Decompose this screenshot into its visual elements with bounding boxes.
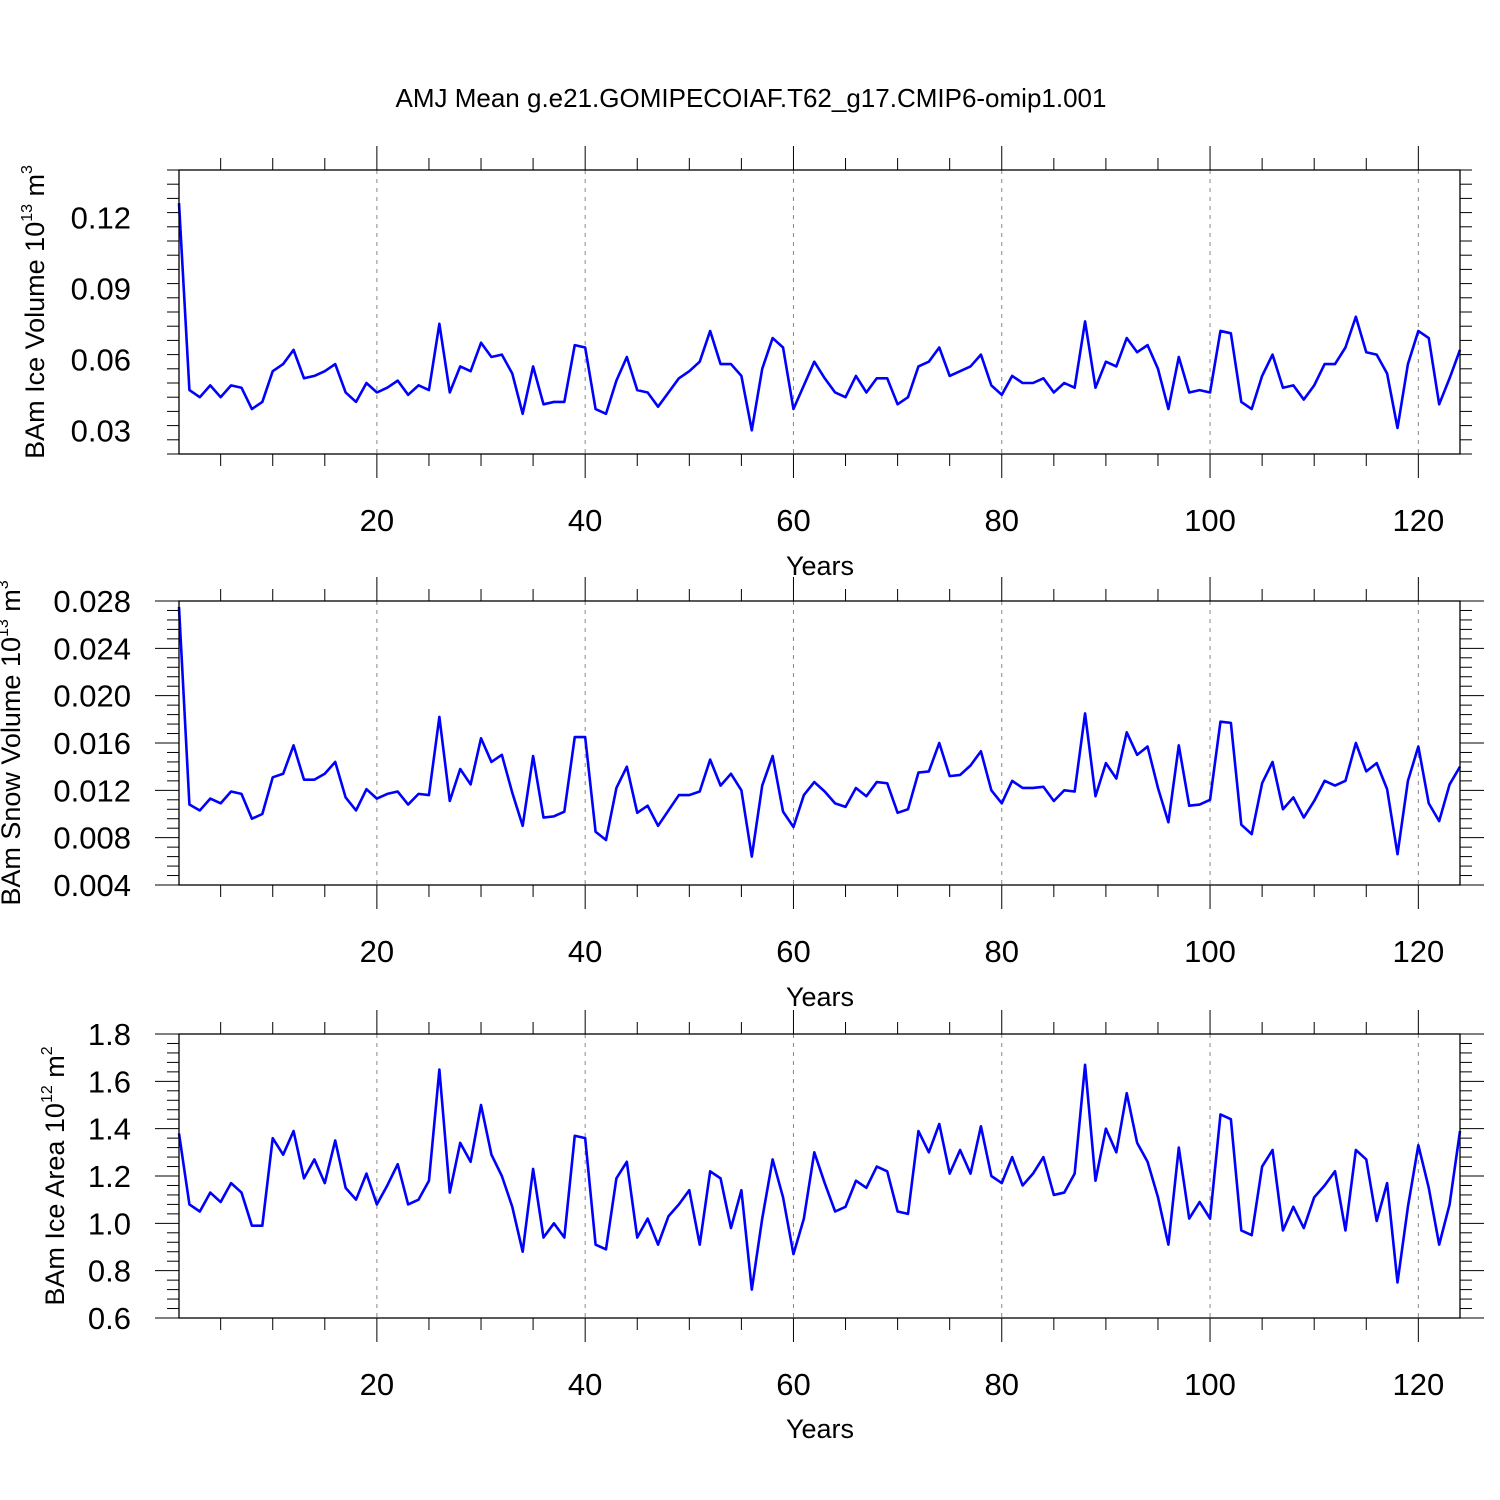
- ice-area-ylabel: BAm Ice Area 1012 m2: [39, 1046, 70, 1305]
- ice-area-tick-labels: 20 40 60 80 100 120 0.6 0.8 1.0 1.2 1.4 1.6 1.8: [88, 1017, 1444, 1402]
- y-tick-label: 0.012: [53, 773, 131, 808]
- ice-volume-plot-frame: [178, 169, 1461, 455]
- y-tick-label: 0.008: [53, 821, 131, 856]
- snow-volume-xlabel: Years: [786, 982, 854, 1012]
- x-tick-label: 120: [1392, 503, 1444, 538]
- ice-area-grid: [376, 1034, 1419, 1318]
- snow-volume-grid: [376, 601, 1419, 885]
- y-tick-label: 0.03: [71, 413, 131, 448]
- ice-volume-grid: [376, 170, 1419, 454]
- y-tick-label: 0.028: [53, 584, 131, 619]
- ice-volume-series-line: [177, 203, 1462, 432]
- x-tick-label: 80: [985, 1367, 1019, 1402]
- y-tick-label: 0.09: [71, 271, 131, 306]
- snow-volume-tick-labels: 20 40 60 80 100 120 0.004 0.008 0.012 0.016 0.020 0…: [53, 584, 1444, 969]
- x-tick-label: 100: [1184, 934, 1236, 969]
- ice-area-series-line: [177, 1063, 1462, 1291]
- y-tick-label: 1.0: [88, 1206, 131, 1241]
- ice-area-panel: 20 40 60 80 100 120 0.6 0.8 1.0 1.2 1.4 1.6 1.8 Year…: [39, 1010, 1484, 1444]
- snow-volume-ylabel: BAm Snow Volume 1013 m3: [0, 580, 26, 905]
- ice-volume-ylabel: BAm Ice Volume 1013 m3: [19, 165, 50, 459]
- y-tick-label: 0.004: [53, 868, 131, 903]
- x-tick-label: 100: [1184, 1367, 1236, 1402]
- ice-area-ticks: [155, 1010, 1484, 1342]
- ice-area-xlabel: Years: [786, 1414, 854, 1444]
- y-tick-label: 0.016: [53, 726, 131, 761]
- x-tick-label: 40: [568, 1367, 602, 1402]
- x-tick-label: 40: [568, 934, 602, 969]
- y-tick-label: 1.8: [88, 1017, 131, 1052]
- ice-volume-tick-labels: 20 40 60 80 100 120 0.03 0.06 0.09 0.12: [71, 200, 1445, 538]
- snow-volume-series-line: [177, 606, 1462, 858]
- x-tick-label: 80: [985, 503, 1019, 538]
- x-tick-label: 120: [1392, 934, 1444, 969]
- x-tick-label: 60: [776, 503, 810, 538]
- x-tick-label: 60: [776, 1367, 810, 1402]
- y-tick-label: 1.6: [88, 1064, 131, 1099]
- snow-volume-plot-frame: [178, 600, 1461, 886]
- x-tick-label: 60: [776, 934, 810, 969]
- y-tick-label: 1.2: [88, 1159, 131, 1194]
- y-tick-label: 1.4: [88, 1112, 131, 1147]
- x-tick-label: 20: [360, 1367, 394, 1402]
- y-tick-label: 0.024: [53, 631, 131, 666]
- x-tick-label: 20: [360, 934, 394, 969]
- x-tick-label: 100: [1184, 503, 1236, 538]
- y-tick-label: 0.06: [71, 342, 131, 377]
- snow-volume-ticks: [155, 577, 1484, 909]
- x-tick-label: 120: [1392, 1367, 1444, 1402]
- y-tick-label: 0.6: [88, 1301, 131, 1336]
- x-tick-label: 20: [360, 503, 394, 538]
- ice-volume-xlabel: Years: [786, 551, 854, 581]
- x-tick-label: 40: [568, 503, 602, 538]
- ice-area-plot-frame: [178, 1033, 1461, 1319]
- y-tick-label: 0.12: [71, 200, 131, 235]
- ice-volume-panel: 20 40 60 80 100 120 0.03 0.06 0.09 0.12 Years BAm…: [19, 146, 1472, 581]
- ice-volume-ticks: [167, 146, 1472, 478]
- y-tick-label: 0.8: [88, 1254, 131, 1289]
- y-tick-label: 0.020: [53, 679, 131, 714]
- figure-title: AMJ Mean g.e21.GOMIPECOIAF.T62_g17.CMIP6…: [396, 83, 1107, 113]
- snow-volume-panel: 20 40 60 80 100 120 0.004 0.008 0.012 0.016 0.020 0…: [0, 577, 1484, 1012]
- x-tick-label: 80: [985, 934, 1019, 969]
